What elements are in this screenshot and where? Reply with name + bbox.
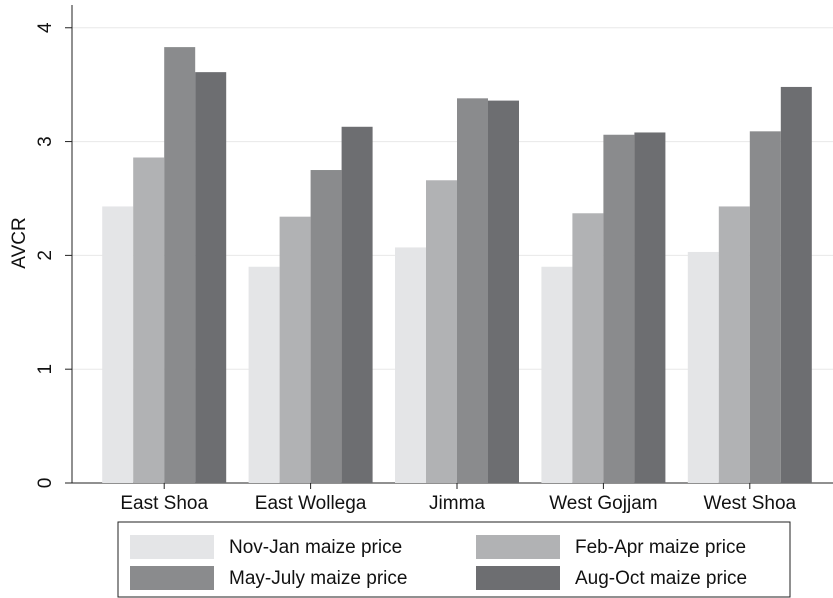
bar [279, 216, 311, 483]
y-tick-label: 2 [35, 250, 56, 261]
x-tick-label: West Shoa [704, 493, 797, 514]
bar [780, 86, 812, 483]
legend-swatch [476, 566, 560, 590]
x-tick-label: Jimma [429, 493, 485, 514]
bar [488, 100, 519, 483]
bar [749, 131, 781, 484]
bar [457, 98, 488, 484]
legend-swatch [130, 566, 214, 590]
bar [195, 72, 227, 484]
y-tick-label: 4 [35, 22, 56, 33]
bar [164, 47, 196, 483]
bar [572, 213, 604, 483]
legend-swatch [130, 535, 214, 559]
bar [541, 266, 573, 483]
legend-label: Aug-Oct maize price [575, 568, 747, 589]
bar [133, 157, 165, 483]
bar [310, 170, 342, 483]
legend-box [117, 521, 791, 598]
bar [426, 180, 457, 483]
legend-label: Nov-Jan maize price [229, 537, 402, 558]
bar [718, 206, 750, 483]
y-tick-label: 3 [35, 136, 56, 147]
y-axis-label: AVCR [9, 217, 30, 268]
legend-swatch [476, 535, 560, 559]
y-tick-label: 1 [35, 364, 56, 375]
bar [634, 132, 666, 483]
bar [687, 251, 719, 483]
bar [395, 247, 426, 483]
x-tick-label: East Wollega [255, 493, 367, 514]
legend-label: May-July maize price [229, 568, 407, 589]
legend-label: Feb-Apr maize price [575, 537, 746, 558]
y-tick-label: 0 [35, 478, 56, 489]
bar [102, 206, 134, 483]
bar [603, 134, 635, 483]
x-tick-label: East Shoa [120, 493, 208, 514]
x-tick-label: West Gojjam [549, 493, 657, 514]
bar [341, 126, 373, 484]
bar [248, 266, 280, 483]
